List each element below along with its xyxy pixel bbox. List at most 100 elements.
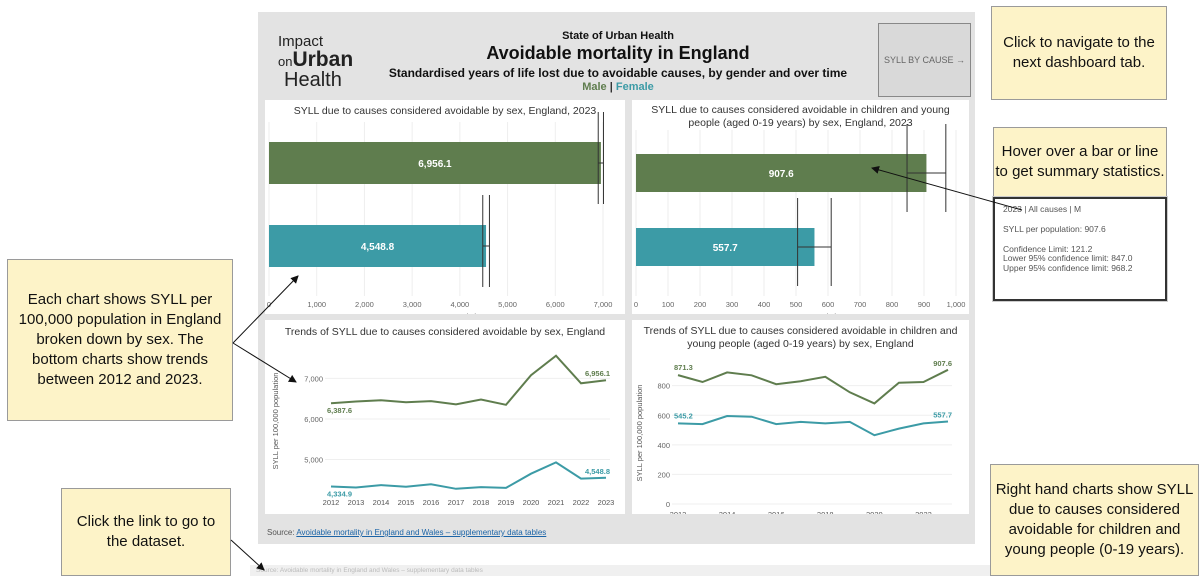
x-tick-label: 2013: [348, 498, 365, 507]
bar: [269, 225, 487, 267]
logo-line2: onUrban: [278, 49, 353, 70]
legend-separator: |: [609, 81, 613, 93]
series-end-label: 557.7: [933, 411, 952, 420]
source-line: Source: Avoidable mortality in England a…: [267, 528, 546, 537]
legend-male: Male: [582, 81, 607, 93]
y-tick-label: 600: [657, 411, 670, 420]
chart-title: Trends of SYLL due to causes considered …: [643, 325, 958, 351]
x-tick-label: 2016: [768, 510, 785, 514]
callout-each-chart: Each chart shows SYLL per 100,000 popula…: [7, 259, 233, 421]
x-tick-label: 100: [662, 300, 675, 309]
impact-on-urban-health-logo: Impact onUrban Health: [278, 34, 353, 90]
series-start-label: 4,334.9: [327, 490, 352, 499]
bar-value-label: 6,956.1: [418, 159, 452, 170]
x-tick-label: 2014: [719, 510, 736, 514]
logo-line1: Impact: [278, 33, 324, 50]
series-start-label: 6,387.6: [327, 406, 352, 415]
line-chart-all-ages: 5,000 6,000 7,000 2012 2013 2014 2015 2016 2017 2…: [271, 354, 615, 507]
series-line: [677, 368, 949, 405]
x-tick-label: 2018: [817, 510, 834, 514]
series-start-label: 545.2: [674, 411, 693, 420]
x-tick-label: 2023: [598, 498, 615, 507]
y-tick-label: 5,000: [304, 456, 323, 465]
logo-line3: Health: [284, 69, 342, 91]
x-tick-label: 1,000: [947, 300, 966, 309]
x-axis-label: SYLL per 100,000 population: [388, 312, 485, 314]
x-tick-label: 2016: [423, 498, 440, 507]
y-tick-label: 200: [657, 470, 670, 479]
x-tick-label: 3,000: [403, 300, 422, 309]
source-prefix: Source:: [267, 528, 297, 537]
y-tick-label: 7,000: [304, 374, 323, 383]
x-tick-label: 6,000: [546, 300, 565, 309]
dashboard-supertitle: State of Urban Health: [562, 30, 674, 42]
y-tick-label: 800: [657, 382, 670, 391]
syll-by-cause-nav-button[interactable]: SYLL BY CAUSE →: [878, 23, 971, 97]
y-tick-label: 0: [666, 500, 670, 509]
x-tick-label: 700: [854, 300, 867, 309]
bar-value-label: 557.7: [713, 243, 738, 254]
bar: [636, 228, 815, 266]
x-tick-label: 2012: [670, 510, 687, 514]
panel-line-children: Trends of SYLL due to causes considered …: [632, 320, 969, 514]
ghost-source-line: Source: Avoidable mortality in England a…: [250, 565, 1199, 576]
y-axis-label: SYLL per 100,000 population: [271, 373, 280, 470]
tooltip-line1: 2023 | All causes | M: [1003, 204, 1082, 214]
tooltip-line4: Lower 95% confidence limit: 847.0: [1003, 253, 1133, 264]
x-tick-label: 400: [758, 300, 771, 309]
x-tick-label: 900: [918, 300, 931, 309]
x-tick-label: 600: [822, 300, 835, 309]
line-chart-children: 0 200 400 600 800 2012 2014 2016 2018 2020 2022 SYL…: [635, 359, 952, 514]
dashboard-title: Avoidable mortality in England: [486, 43, 750, 63]
x-tick-label: 7,000: [594, 300, 613, 309]
x-tick-label: 200: [694, 300, 707, 309]
x-tick-label: 2022: [915, 510, 932, 514]
y-tick-label: 6,000: [304, 415, 323, 424]
series-line: [330, 354, 607, 406]
x-tick-label: 2017: [448, 498, 465, 507]
series-line: [330, 461, 607, 490]
callout-navigate: Click to navigate to the next dashboard …: [991, 6, 1167, 100]
dashboard-subtitle: Standardised years of life lost due to a…: [388, 66, 848, 80]
x-tick-label: 1,000: [307, 300, 326, 309]
bar-value-label: 907.6: [769, 169, 794, 180]
x-tick-label: 0: [634, 300, 638, 309]
bar: [269, 142, 601, 184]
series-start-label: 871.3: [674, 363, 693, 372]
x-tick-label: 300: [726, 300, 739, 309]
x-tick-label: 2,000: [355, 300, 374, 309]
x-tick-label: 2020: [523, 498, 540, 507]
x-tick-label: 5,000: [498, 300, 517, 309]
tooltip-line3: Confidence Limit: 121.2: [1003, 243, 1093, 254]
x-axis-label: SYLL per 100,000 population: [748, 312, 845, 314]
dashboard-titles: State of Urban Health Avoidable mortalit…: [358, 30, 878, 93]
bar-chart-all-ages: 0 1,000 2,000 3,000 4,000 5,000 6,000 7,000 SYLL…: [267, 112, 613, 314]
x-tick-label: 2012: [323, 498, 340, 507]
x-tick-label: 500: [790, 300, 803, 309]
panel-bar-children: SYLL due to causes considered avoidable …: [632, 100, 969, 314]
callout-right-hand-charts: Right hand charts show SYLL due to cause…: [990, 464, 1199, 576]
x-tick-label: 800: [886, 300, 899, 309]
dataset-link[interactable]: Avoidable mortality in England and Wales…: [296, 528, 547, 537]
callout-hover: Hover over a bar or line to get summary …: [993, 127, 1167, 197]
logo-urban: Urban: [292, 48, 354, 71]
bar-value-label: 4,548.8: [361, 242, 395, 253]
y-tick-label: 400: [657, 441, 670, 450]
x-tick-label: 2018: [473, 498, 490, 507]
dashboard-header: Impact onUrban Health State of Urban Hea…: [263, 16, 971, 102]
panel-line-all-ages: Trends of SYLL due to causes considered …: [265, 320, 625, 514]
x-tick-label: 0: [267, 300, 271, 309]
x-tick-label: 2015: [398, 498, 415, 507]
x-tick-label: 2022: [573, 498, 590, 507]
y-axis-label: SYLL per 100,000 population: [635, 385, 644, 482]
x-tick-label: 2021: [548, 498, 565, 507]
gender-legend: Male | Female: [358, 81, 878, 93]
panel-bar-all-ages: SYLL due to causes considered avoidable …: [265, 100, 625, 314]
bar-chart-children: 0 100 200 300 400 500 600 700 800 900 1,000 SYLL pe…: [634, 124, 966, 314]
x-tick-label: 2019: [498, 498, 515, 507]
tooltip-line5: Upper 95% confidence limit: 968.2: [1003, 263, 1133, 274]
chart-title: SYLL due to causes considered avoidable …: [293, 105, 597, 117]
x-tick-label: 2014: [373, 498, 390, 507]
chart-title: SYLL due to causes considered avoidable …: [651, 104, 950, 130]
